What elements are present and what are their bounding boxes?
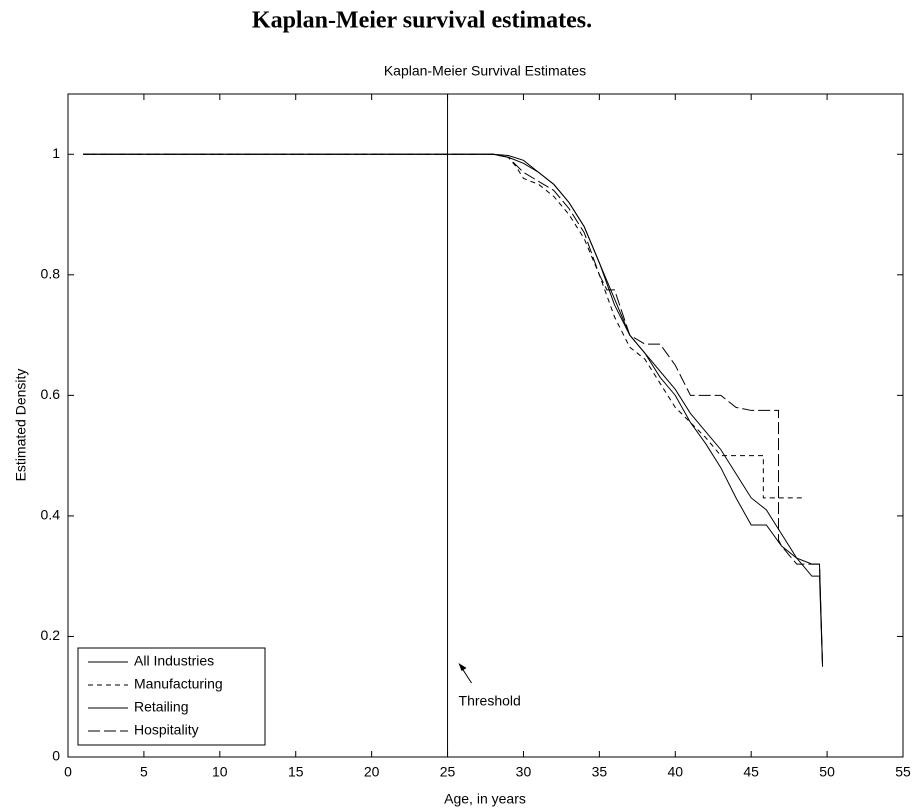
x-tick-label: 40	[667, 764, 683, 780]
x-tick-label: 25	[440, 764, 456, 780]
chart-title: Kaplan-Meier Survival Estimates	[384, 63, 586, 79]
x-tick-label: 50	[819, 764, 835, 780]
x-tick-label: 20	[364, 764, 380, 780]
legend-label: All Industries	[134, 653, 214, 669]
y-axis-label: Estimated Density	[13, 369, 29, 482]
x-tick-label: 15	[288, 764, 304, 780]
legend-label: Retailing	[134, 699, 188, 715]
series-line	[83, 153, 805, 499]
y-tick-label: 0	[52, 748, 60, 764]
series-line	[83, 153, 824, 667]
x-tick-label: 5	[140, 764, 148, 780]
x-axis-label: Age, in years	[444, 791, 526, 807]
y-tick-label: 0.2	[41, 627, 61, 643]
x-tick-label: 10	[212, 764, 228, 780]
legend-label: Hospitality	[134, 722, 199, 738]
x-tick-label: 45	[743, 764, 759, 780]
x-tick-label: 35	[592, 764, 608, 780]
legend-box	[77, 647, 266, 746]
annotation: Threshold	[459, 693, 521, 709]
x-tick-label: 30	[516, 764, 532, 780]
x-tick-label: 0	[64, 764, 72, 780]
y-tick-label: 0.4	[41, 507, 61, 523]
y-tick-label: 0.8	[41, 266, 61, 282]
plot-frame	[67, 93, 904, 758]
y-tick-label: 1	[52, 145, 60, 161]
annotation-arrowhead	[458, 663, 467, 671]
figure-heading: Kaplan-Meier survival estimates.	[252, 8, 592, 34]
series-line	[83, 153, 824, 667]
y-tick-label: 0.6	[41, 386, 61, 402]
x-tick-label: 55	[895, 764, 911, 780]
series-line	[83, 153, 824, 667]
legend-label: Manufacturing	[134, 676, 223, 692]
